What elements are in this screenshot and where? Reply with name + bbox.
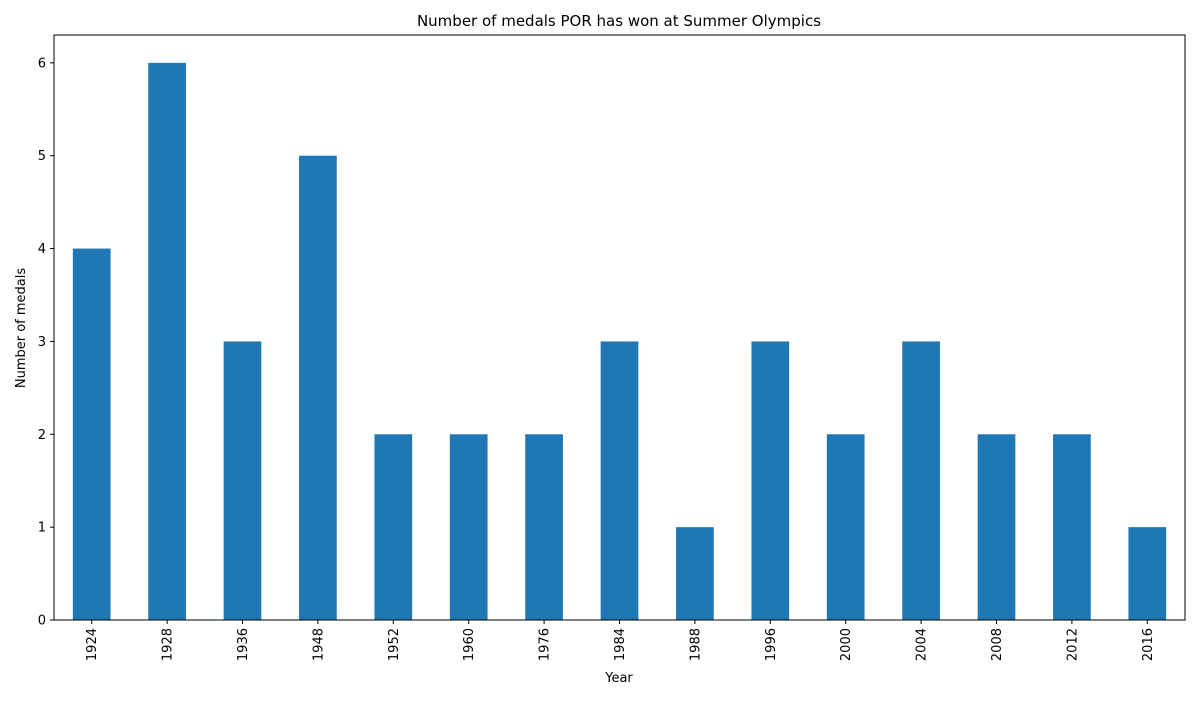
x-tick-label: 1984 [613,628,628,661]
y-axis: 0 1 2 3 4 5 6 [38,56,54,629]
bar-1952 [374,434,413,620]
x-tick-label: 1988 [688,628,703,661]
x-tick-label: 2012 [1065,628,1080,661]
x-tick-label: 1996 [764,628,779,661]
y-tick-label: 3 [38,335,46,350]
x-tick-label: 1928 [161,628,176,661]
x-tick-label: 2008 [990,628,1005,661]
bar-1928 [148,62,186,621]
x-tick-label: 1952 [387,628,402,661]
x-tick-label: 2004 [915,628,930,661]
y-tick-label: 1 [38,521,46,536]
bar-1976 [525,434,563,620]
y-tick-label: 5 [38,149,46,164]
y-tick-label: 6 [38,56,46,71]
x-axis: 1924 1928 1936 1948 1952 1960 1976 1984 1988 1996… [85,620,1156,661]
bar-2012 [1053,434,1091,620]
x-tick-label: 1976 [538,628,553,661]
x-tick-label: 1960 [462,628,477,661]
bar-1996 [751,341,790,620]
y-tick-label: 2 [38,428,46,443]
bars-group [72,62,1167,621]
x-tick-label: 2016 [1141,628,1156,661]
y-tick-label: 0 [38,614,46,629]
y-axis-label: Number of medals [14,268,29,389]
bar-1984 [600,341,639,620]
bar-1936 [223,341,262,620]
bar-2016 [1128,527,1167,620]
y-tick-label: 4 [38,242,46,257]
bar-2000 [826,434,865,620]
x-axis-label: Year [604,671,633,686]
bar-1960 [449,434,488,620]
x-tick-label: 1948 [311,628,326,661]
bar-1924 [72,248,111,621]
bar-2004 [902,341,940,620]
x-tick-label: 1936 [236,628,251,661]
chart-title: Number of medals POR has won at Summer O… [417,12,821,30]
bar-1948 [299,155,337,620]
plot-frame [53,34,1186,621]
x-tick-label: 2000 [839,628,854,661]
x-tick-label: 1924 [85,628,100,661]
bar-1988 [676,527,714,620]
bar-2008 [977,434,1016,620]
